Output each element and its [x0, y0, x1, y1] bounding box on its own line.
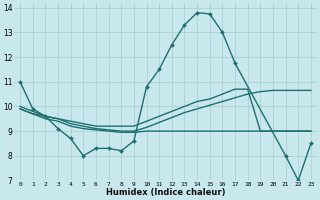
X-axis label: Humidex (Indice chaleur): Humidex (Indice chaleur)	[106, 188, 225, 197]
